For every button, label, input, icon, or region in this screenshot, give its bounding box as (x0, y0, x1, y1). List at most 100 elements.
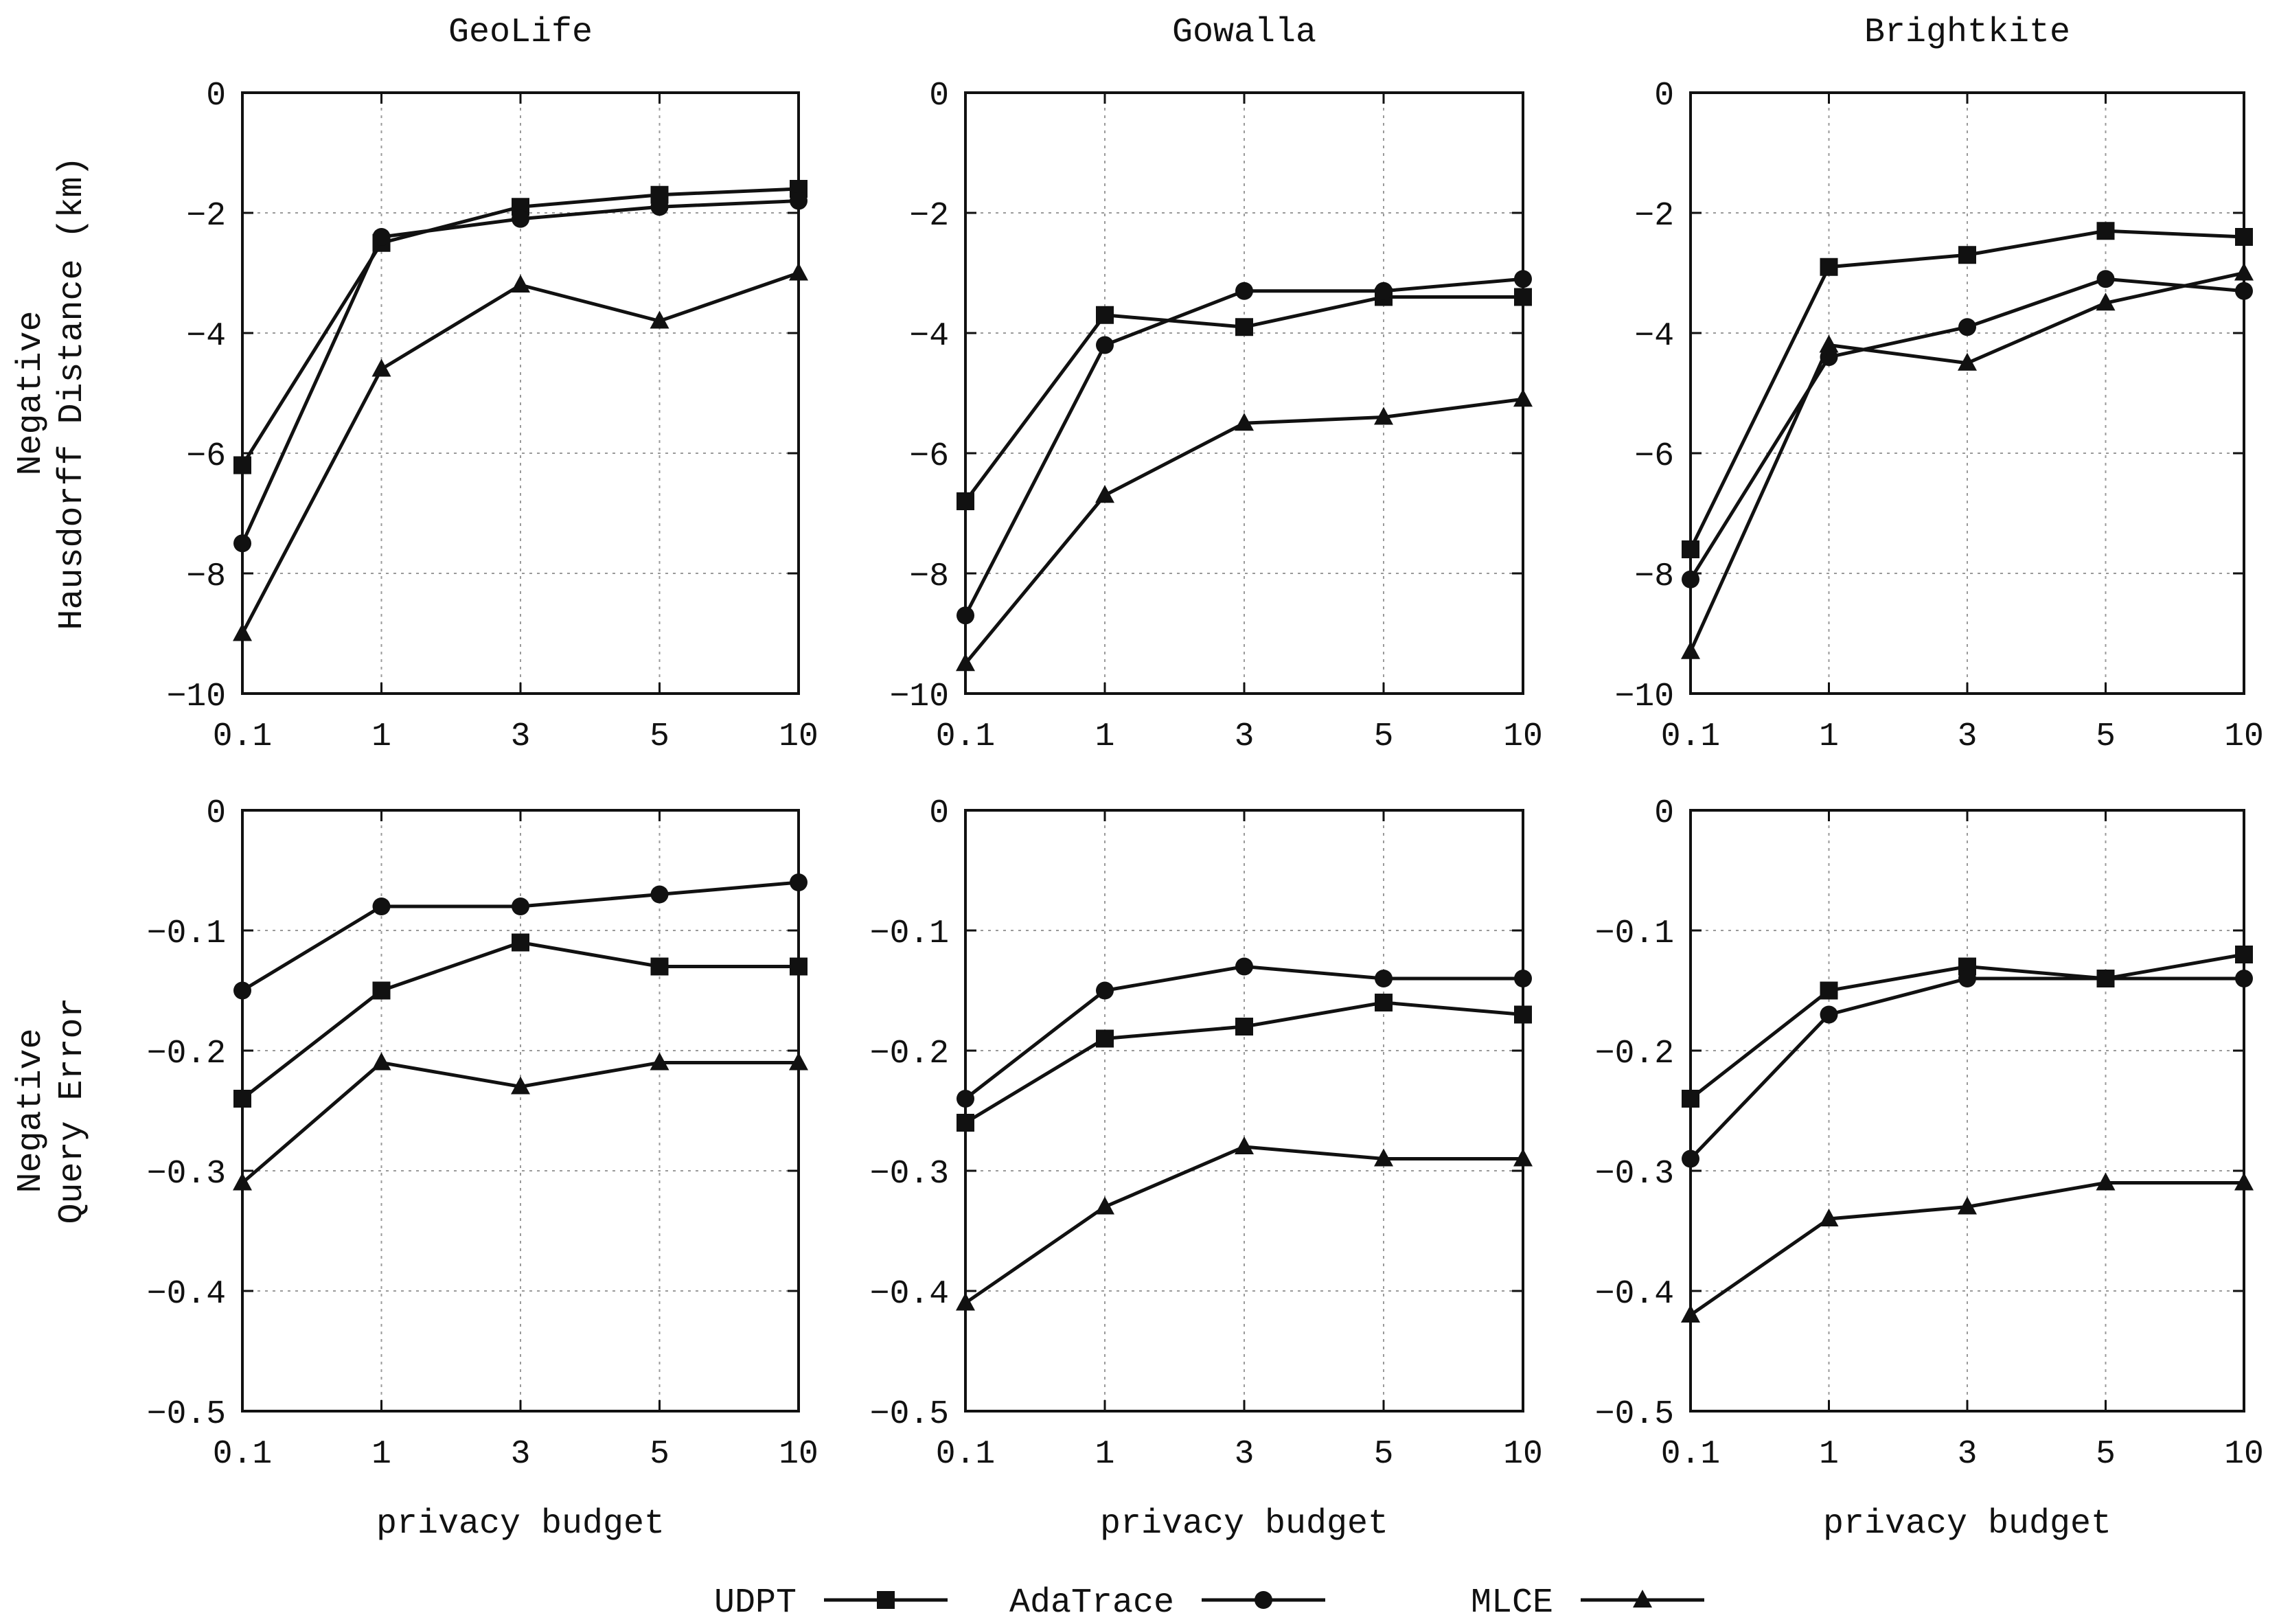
y-tick-label: −10 (1615, 678, 1674, 716)
legend-item-mlce: MLCE (1471, 1583, 1704, 1623)
y-tick-label: −0.5 (870, 1396, 949, 1433)
x-tick-label: 3 (1958, 1436, 1978, 1473)
y-axis-label: Negative (12, 1028, 51, 1193)
data-point-mlce (2096, 293, 2116, 311)
data-point-adatrace (1958, 970, 1976, 987)
plot-frame (964, 91, 1524, 695)
x-tick-label: 0.1 (213, 1436, 272, 1473)
y-axis-label: Query Error (53, 997, 92, 1224)
data-point-mlce (371, 358, 391, 377)
data-point-udpt (1235, 318, 1253, 336)
y-tick-label: −0.2 (870, 1036, 949, 1073)
chart-panel-3: 0 −2 −4 −6 −8 −100.1 1 3 5 10 Brightkite (1615, 13, 2264, 755)
y-tick-label: 0 (929, 795, 949, 832)
data-point-adatrace (650, 885, 669, 904)
data-point-mlce (1819, 334, 1839, 353)
y-axis-label: Negative (12, 310, 51, 475)
data-point-adatrace (1375, 282, 1393, 300)
y-tick-label: −4 (1634, 318, 1674, 355)
x-tick-label: 1 (1095, 718, 1115, 755)
x-tick-label: 0.1 (1661, 718, 1720, 755)
y-tick-label: −4 (186, 318, 226, 355)
y-tick-label: −10 (167, 678, 226, 716)
data-point-adatrace (2096, 970, 2115, 987)
data-point-udpt (1096, 306, 1114, 324)
x-tick-label: 5 (1374, 718, 1394, 755)
data-point-udpt (650, 957, 669, 976)
data-point-mlce (650, 1052, 669, 1071)
data-point-udpt (512, 933, 529, 952)
x-tick-label: 10 (2224, 1436, 2264, 1473)
y-tick-label: 0 (1654, 78, 1674, 115)
data-point-adatrace (650, 198, 669, 216)
data-point-adatrace (2096, 270, 2115, 288)
data-point-adatrace (1235, 957, 1253, 976)
x-tick-label: 1 (1819, 1436, 1839, 1473)
data-point-adatrace (1235, 282, 1253, 300)
y-tick-label: −0.5 (147, 1396, 226, 1433)
y-tick-label: −10 (890, 678, 949, 716)
legend-marker (1633, 1590, 1652, 1608)
y-tick-label: −0.3 (147, 1156, 226, 1193)
x-tick-label: 3 (1235, 718, 1255, 755)
x-tick-label: 3 (511, 1436, 531, 1473)
data-point-adatrace (1096, 981, 1114, 1000)
data-point-udpt (1235, 1018, 1253, 1036)
y-tick-label: −8 (186, 558, 226, 595)
plot-frame (1689, 91, 2245, 695)
x-tick-label: 0.1 (936, 718, 995, 755)
y-tick-label: −0.3 (1595, 1156, 1674, 1193)
legend-label: AdaTrace (1009, 1583, 1174, 1623)
data-point-adatrace (372, 897, 391, 915)
legend: UDPT AdaTrace MLCE (714, 1583, 1704, 1623)
x-tick-label: 0.1 (936, 1436, 995, 1473)
x-tick-label: 10 (2224, 718, 2264, 755)
y-tick-label: −0.3 (870, 1156, 949, 1193)
data-point-udpt (1820, 258, 1838, 276)
y-tick-label: −0.1 (870, 915, 949, 952)
plot-frame (964, 809, 1524, 1413)
y-tick-label: −0.4 (1595, 1276, 1674, 1313)
x-tick-label: 5 (2096, 1436, 2116, 1473)
y-tick-label: −4 (909, 318, 949, 355)
y-tick-label: −8 (1634, 558, 1674, 595)
chart-panel-5: 0 −0.1 −0.2 −0.3 −0.4 −0.50.1 1 3 5 10 privacy bud… (870, 795, 1543, 1544)
data-point-mlce (1819, 1209, 1839, 1226)
x-tick-label: 5 (1374, 1436, 1394, 1473)
x-tick-label: 1 (371, 1436, 391, 1473)
x-tick-label: 10 (779, 1436, 818, 1473)
x-tick-label: 3 (511, 718, 531, 755)
y-tick-label: −6 (1634, 438, 1674, 475)
data-point-udpt (1820, 981, 1838, 1000)
x-tick-label: 1 (371, 718, 391, 755)
y-tick-label: −2 (186, 198, 226, 235)
data-point-adatrace (512, 897, 529, 915)
y-tick-label: −8 (909, 558, 949, 595)
x-tick-label: 10 (1503, 718, 1543, 755)
x-tick-label: 5 (650, 1436, 669, 1473)
x-tick-label: 3 (1235, 1436, 1255, 1473)
data-point-adatrace (1820, 1005, 1838, 1024)
plot-frame (241, 809, 800, 1413)
legend-item-adatrace: AdaTrace (1009, 1583, 1325, 1623)
plot-frame (241, 91, 800, 695)
data-point-mlce (1958, 1196, 1977, 1215)
y-tick-label: −0.1 (1595, 915, 1674, 952)
chart-panel-4: 0 −0.1 −0.2 −0.3 −0.4 −0.50.1 1 3 5 10 privacy bud… (12, 795, 818, 1544)
x-tick-label: 10 (1503, 1436, 1543, 1473)
y-tick-label: −6 (186, 438, 226, 475)
data-point-mlce (1095, 485, 1114, 503)
x-tick-label: 0.1 (213, 718, 272, 755)
data-point-mlce (2096, 1172, 2116, 1191)
data-point-mlce (1374, 407, 1393, 425)
y-tick-label: −2 (1634, 198, 1674, 235)
panel-title: Brightkite (1864, 13, 2070, 52)
x-tick-label: 1 (1819, 718, 1839, 755)
data-point-adatrace (1958, 318, 1976, 336)
data-point-mlce (1235, 1136, 1254, 1154)
data-point-udpt (2096, 222, 2115, 240)
x-tick-label: 5 (650, 718, 669, 755)
data-point-mlce (371, 1052, 391, 1071)
